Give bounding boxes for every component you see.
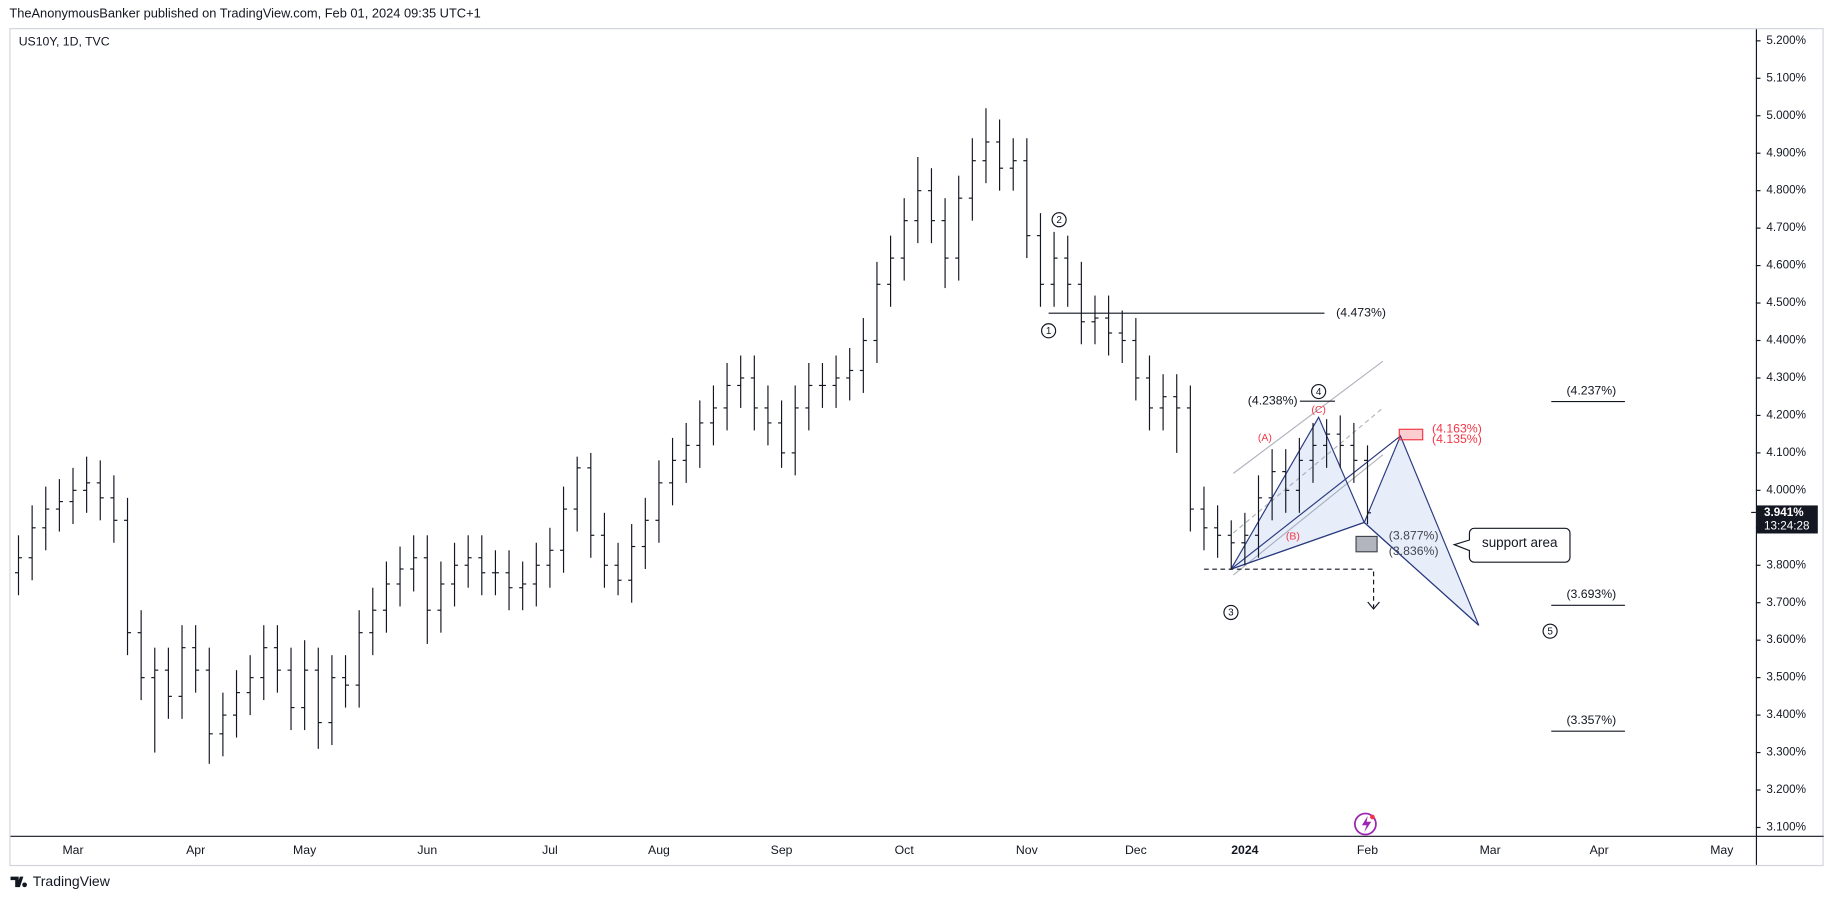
event-dot: [1370, 814, 1375, 820]
level-label: (4.237%): [1566, 383, 1616, 397]
level-label: (3.836%): [1389, 544, 1439, 558]
y-tick-label: 3.200%: [1766, 783, 1806, 796]
y-tick-label: 4.500%: [1766, 296, 1806, 309]
symbol-title: US10Y, 1D, TVC: [19, 34, 110, 48]
brand-name: TradingView: [33, 873, 111, 889]
last-price-box: [1757, 505, 1818, 534]
wave-circle: [1223, 604, 1239, 621]
resistance-box: [1398, 428, 1424, 441]
level-label: (4.238%): [1248, 393, 1298, 407]
y-tick-label: 4.300%: [1766, 371, 1806, 384]
wave-circle: [1311, 383, 1327, 400]
y-tick-label: 4.000%: [1766, 483, 1806, 496]
wave-label: 3: [1228, 608, 1234, 619]
wave-label: 1: [1046, 326, 1052, 337]
x-tick-label: Jun: [417, 843, 437, 857]
support-box: [1355, 535, 1378, 553]
y-tick-label: 3.100%: [1766, 821, 1806, 834]
drawings: [1204, 360, 1571, 836]
bars: [14, 108, 1372, 764]
y-tick-label: 5.200%: [1766, 34, 1806, 47]
wave-label: 4: [1316, 387, 1322, 398]
callout-box: [1452, 527, 1571, 563]
y-tick-label: 3.300%: [1766, 746, 1806, 759]
x-tick-label: Apr: [186, 843, 205, 857]
y-tick-label: 4.900%: [1766, 146, 1806, 159]
x-tick-label: Jul: [542, 843, 558, 857]
pattern-label: (C): [1311, 404, 1326, 416]
x-tick-label: Apr: [1590, 843, 1609, 857]
level-label: (3.877%): [1389, 529, 1439, 543]
frame: [9, 28, 1824, 867]
y-tick-label: 4.600%: [1766, 259, 1806, 272]
brand-logo: [10, 876, 27, 888]
pattern-xb: [1230, 521, 1365, 570]
wave-label: 2: [1056, 215, 1062, 226]
y-tick-label: 4.700%: [1766, 221, 1806, 234]
pattern-bd: [1363, 522, 1480, 626]
y-tick-label: 5.100%: [1766, 71, 1806, 84]
y-tick-label: 4.200%: [1766, 409, 1806, 422]
x-tick-label: Aug: [648, 843, 670, 857]
y-tick-label: 3.600%: [1766, 633, 1806, 646]
x-tick-label: Feb: [1357, 843, 1378, 857]
pattern-label: (B): [1286, 530, 1300, 542]
x-tick-label: Nov: [1016, 843, 1039, 857]
pattern-xc: [1230, 435, 1401, 570]
x-tick-label: Dec: [1125, 843, 1147, 857]
x-tick-label: 2024: [1231, 843, 1258, 857]
channel-line: [1232, 360, 1384, 474]
y-tick-label: 4.100%: [1766, 446, 1806, 459]
y-tick-label: 4.800%: [1766, 184, 1806, 197]
arrow-head: [1367, 601, 1380, 610]
x-tick-label: May: [293, 843, 317, 857]
x-tick-label: Oct: [895, 843, 915, 857]
x-tick-label: May: [1710, 843, 1734, 857]
wave-circle: [1051, 212, 1067, 228]
pattern-label: (A): [1258, 432, 1272, 444]
y-tick-label: 3.400%: [1766, 708, 1806, 721]
x-tick-label: Mar: [62, 843, 83, 857]
x-tick-label: Mar: [1480, 843, 1501, 857]
wave-circle: [1542, 623, 1558, 639]
countdown: 13:24:28: [1764, 520, 1809, 533]
event-bolt: [1361, 815, 1372, 833]
level-label: (3.693%): [1566, 587, 1616, 601]
wave-label: 5: [1547, 626, 1553, 637]
callout-text: support area: [1482, 535, 1558, 550]
level-label: (4.473%): [1336, 305, 1386, 319]
x-tick-label: Sep: [771, 843, 793, 857]
y-tick-label: 3.700%: [1766, 596, 1806, 609]
publisher: TheAnonymousBanker published on TradingV…: [9, 5, 480, 20]
wave-circle: [1040, 323, 1057, 339]
footer: TradingView: [10, 873, 111, 889]
y-tick-label: 3.800%: [1766, 558, 1806, 571]
y-tick-label: 4.400%: [1766, 334, 1806, 347]
level-label: (4.163%): [1432, 422, 1482, 436]
y-tick-label: 5.000%: [1766, 109, 1806, 122]
last-price-label: 3.941%: [1764, 506, 1804, 519]
level-label: (4.135%): [1432, 432, 1482, 446]
y-tick-label: 3.500%: [1766, 671, 1806, 684]
level-label: (3.357%): [1566, 713, 1616, 727]
